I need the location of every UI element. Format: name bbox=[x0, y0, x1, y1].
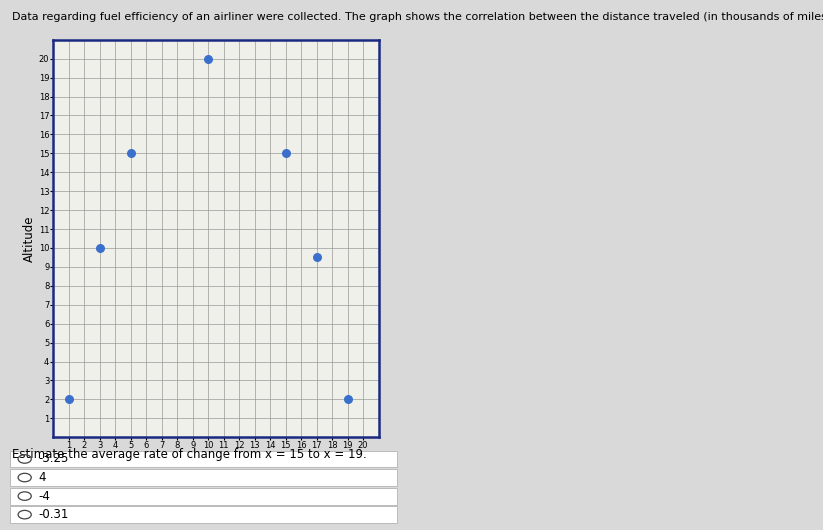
Point bbox=[310, 253, 323, 262]
Text: -3.25: -3.25 bbox=[39, 453, 69, 465]
Text: 4: 4 bbox=[39, 471, 46, 484]
Point bbox=[124, 149, 137, 157]
Text: Estimate the average rate of change from x = 15 to x = 19.: Estimate the average rate of change from… bbox=[12, 448, 367, 461]
Point bbox=[202, 55, 215, 63]
Text: Data regarding fuel efficiency of an airliner were collected. The graph shows th: Data regarding fuel efficiency of an air… bbox=[12, 12, 823, 22]
Text: -0.31: -0.31 bbox=[39, 508, 69, 521]
Point bbox=[63, 395, 76, 404]
Point bbox=[93, 244, 106, 252]
Text: -4: -4 bbox=[39, 490, 50, 502]
X-axis label: Distance Traveled: Distance Traveled bbox=[163, 453, 269, 466]
Point bbox=[341, 395, 354, 404]
Y-axis label: Altitude: Altitude bbox=[23, 215, 36, 262]
Point bbox=[279, 149, 292, 157]
